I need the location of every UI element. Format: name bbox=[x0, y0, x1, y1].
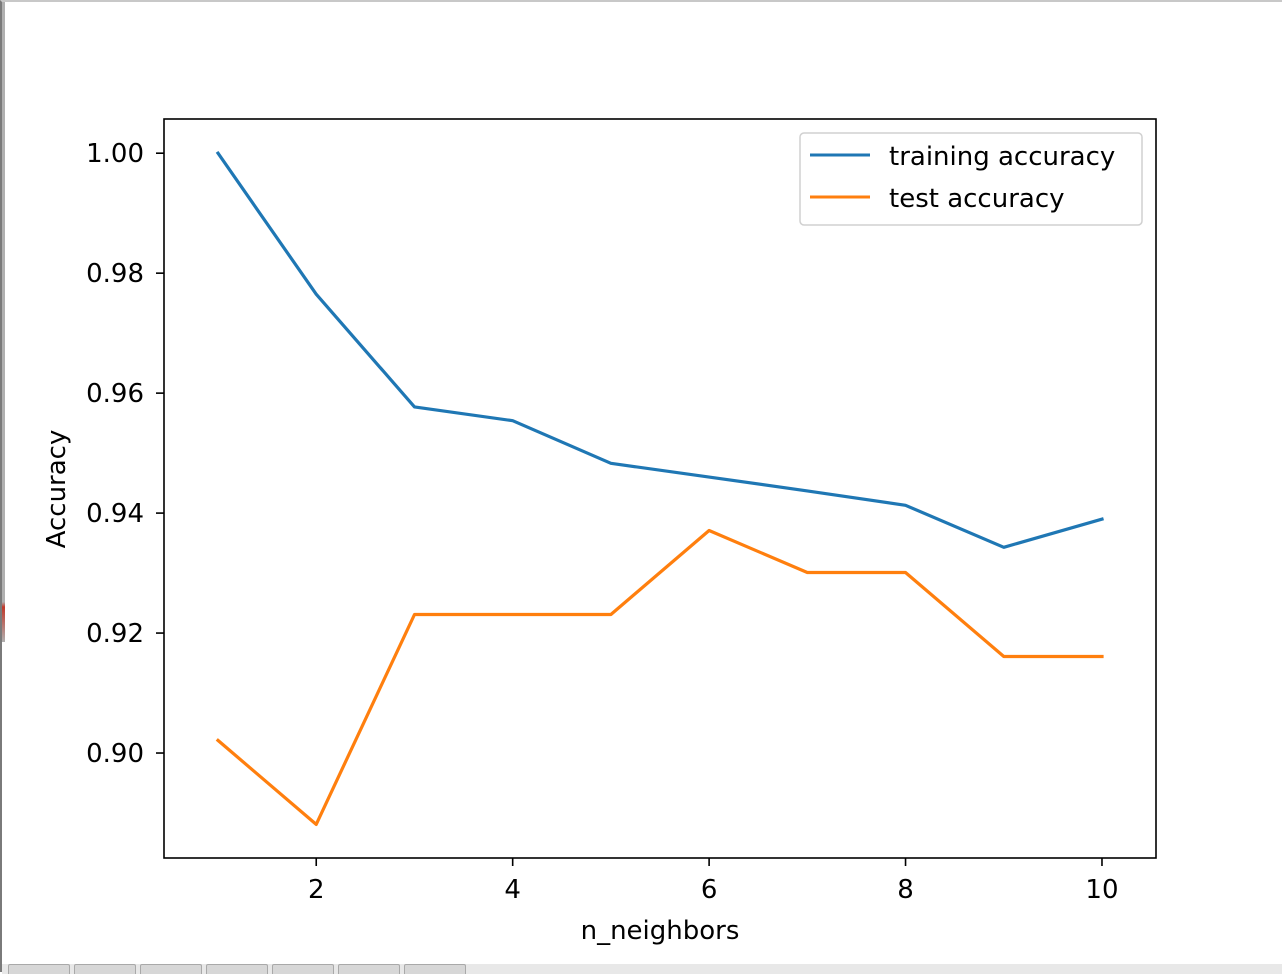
legend: training accuracy test accuracy bbox=[799, 132, 1143, 226]
x-axis-ticks: 2 4 6 8 10 bbox=[308, 858, 1119, 905]
y-tick-label: 0.96 bbox=[86, 379, 144, 409]
x-axis-label: n_neighbors bbox=[581, 916, 740, 946]
x-tick-label: 6 bbox=[701, 875, 718, 905]
x-tick-label: 8 bbox=[897, 875, 914, 905]
plot-area-frame bbox=[163, 118, 1157, 859]
bottom-toolbar bbox=[2, 964, 1282, 974]
toolbar-tab[interactable] bbox=[338, 964, 400, 974]
toolbar-tab[interactable] bbox=[206, 964, 268, 974]
x-tick-label: 4 bbox=[504, 875, 521, 905]
toolbar-tab[interactable] bbox=[74, 964, 136, 974]
window-edge-strip bbox=[2, 2, 5, 642]
toolbar-tab[interactable] bbox=[404, 964, 466, 974]
y-axis-label: Accuracy bbox=[42, 430, 72, 549]
series-layer bbox=[215, 150, 1104, 827]
legend-label-test: test accuracy bbox=[889, 184, 1065, 214]
y-tick-label: 0.94 bbox=[86, 499, 144, 529]
y-tick-label: 1.00 bbox=[86, 139, 144, 169]
toolbar-tab[interactable] bbox=[272, 964, 334, 974]
series-line-training bbox=[215, 150, 1104, 549]
legend-box bbox=[799, 132, 1143, 226]
toolbar-tab[interactable] bbox=[8, 964, 70, 974]
toolbar-tab[interactable] bbox=[140, 964, 202, 974]
x-tick-label: 10 bbox=[1085, 875, 1118, 905]
series-line-test bbox=[215, 528, 1104, 827]
x-tick-label: 2 bbox=[308, 875, 325, 905]
y-tick-label: 0.98 bbox=[86, 259, 144, 289]
y-axis-ticks: 0.90 0.92 0.94 0.96 0.98 1.00 bbox=[86, 139, 164, 769]
legend-label-training: training accuracy bbox=[889, 142, 1115, 172]
y-tick-label: 0.90 bbox=[86, 739, 144, 769]
y-tick-label: 0.92 bbox=[86, 619, 144, 649]
